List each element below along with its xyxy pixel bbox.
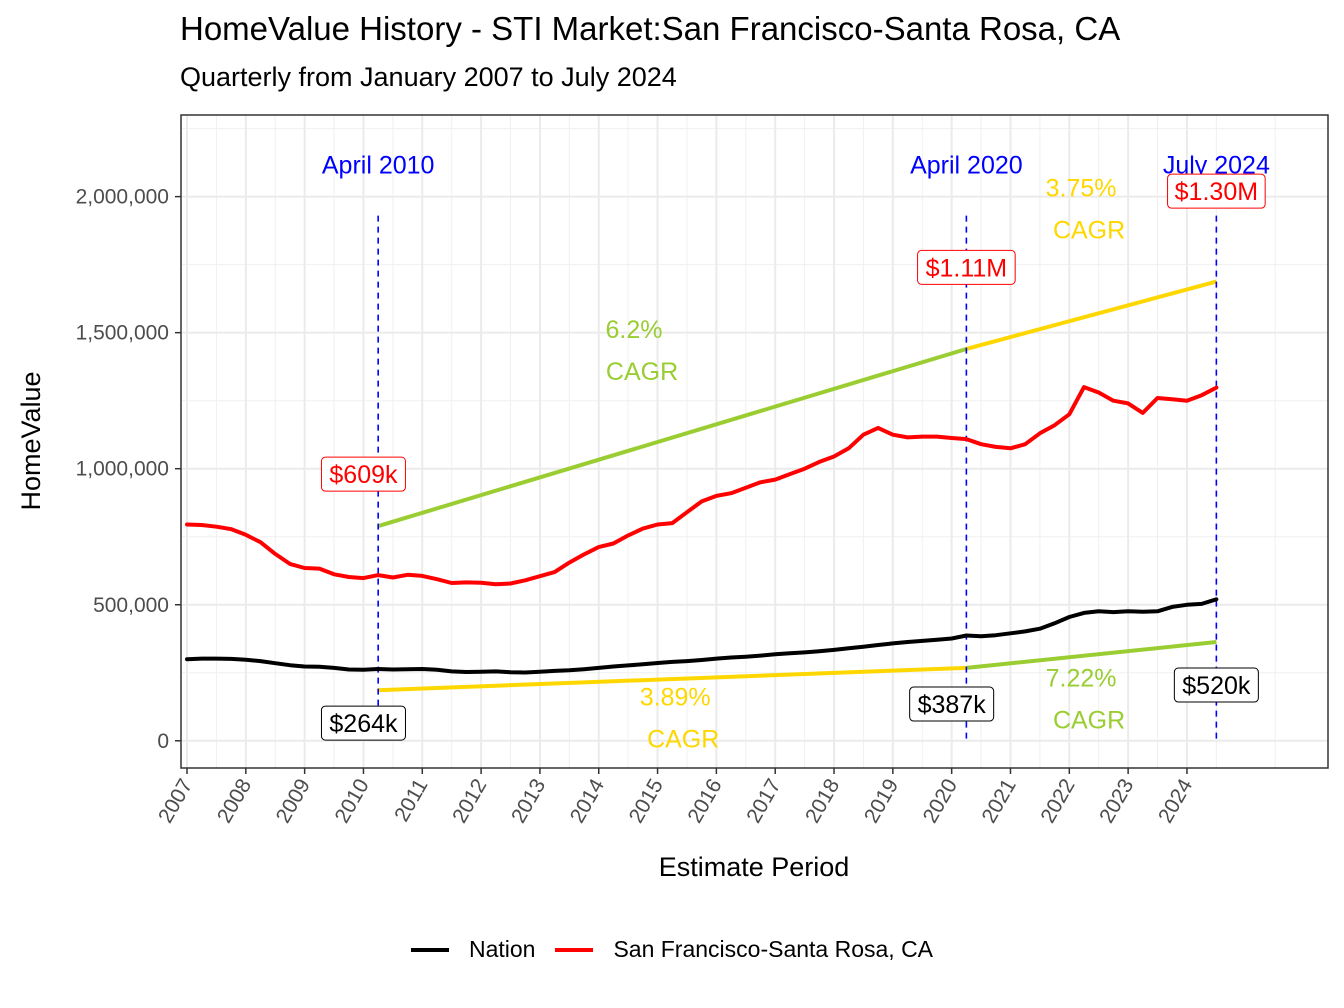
trend-line [965,279,1217,351]
cagr-label-word: CAGR [647,725,719,753]
value-label-box [909,686,995,722]
y-tick-label: 1,500,000 [76,322,169,345]
y-tick-label: 0 [157,730,169,753]
y-tick-label: 1,000,000 [76,458,169,481]
value-label-box [320,705,406,741]
value-label: $264k [329,710,398,738]
y-tick-label: 500,000 [93,594,169,617]
x-tick-label: 2023 [1095,775,1138,827]
x-tick-label: 2011 [390,775,433,826]
value-label-box [1173,667,1259,703]
trend-line [377,347,967,529]
legend-item-nation: Nation [410,936,536,963]
x-tick-label: 2012 [448,775,491,827]
value-label: $1.30M [1175,178,1258,206]
cagr-label-rate: 3.75% [1046,175,1117,203]
trend-line [378,665,967,693]
cagr-label-rate: 6.2% [606,316,663,344]
trend-lines [377,279,1217,693]
x-tick-label: 2020 [919,775,962,827]
x-tick-label: 2009 [272,775,315,827]
reference-lines: April 2010 April 2020 July 2024 [322,151,1270,740]
x-tick-label: 2022 [1036,775,1079,827]
cagr-label-rate: 7.22% [1046,664,1117,692]
value-label: $520k [1182,672,1251,700]
x-tick-label: 2024 [1154,775,1197,827]
x-tick-label: 2013 [507,775,550,827]
cagr-label-word: CAGR [1053,706,1125,734]
value-label-box [320,456,406,492]
annotations: 6.2% CAGR 3.75% CAGR 3.89% CAGR 7.22% CAGR $609k… [320,173,1266,753]
x-tick-label: 2018 [801,775,844,827]
legend-key-nation [410,947,449,952]
x-tick-label: 2007 [154,775,197,827]
plot-panel-background [181,115,1328,768]
value-label: $1.11M [926,254,1008,282]
x-tick-label: 2017 [742,775,785,827]
x-tick-label: 2016 [683,775,726,827]
legend-label-nation: Nation [468,936,536,962]
value-label-box [917,249,1016,285]
cagr-label-word: CAGR [606,358,678,386]
series-line [185,597,1219,675]
x-axis-label: Estimate Period [659,852,850,882]
legend-key-sf [555,947,594,952]
x-tick-label: 2021 [978,775,1021,827]
x-tick-label: 2019 [860,775,903,827]
y-axis-label: HomeValue [16,371,46,510]
plot-panel-border [180,114,1329,769]
x-tick-label: 2008 [213,775,256,827]
value-label-box [1167,173,1266,209]
cagr-label-word: CAGR [1053,217,1125,245]
chart-title: HomeValue History - STI Market:San Franc… [180,10,1121,47]
y-tick-label: 2,000,000 [76,186,169,209]
legend: Nation San Francisco-Santa Rosa, CA [0,936,1344,963]
x-tick-label: 2010 [331,775,374,827]
x-tick-label: 2015 [625,775,668,827]
chart-subtitle: Quarterly from January 2007 to July 2024 [180,62,677,92]
legend-label-sf: San Francisco-Santa Rosa, CA [613,936,934,962]
cagr-label-rate: 3.89% [640,683,711,711]
data-series [185,385,1219,675]
x-tick-label: 2014 [566,775,609,827]
value-label: $609k [329,461,398,489]
series-line [185,385,1219,587]
reference-line-label: April 2010 [322,151,435,179]
value-label: $387k [918,691,987,719]
reference-line-label: April 2020 [910,151,1023,179]
trend-line [966,640,1217,670]
legend-item-sf: San Francisco-Santa Rosa, CA [555,936,933,963]
